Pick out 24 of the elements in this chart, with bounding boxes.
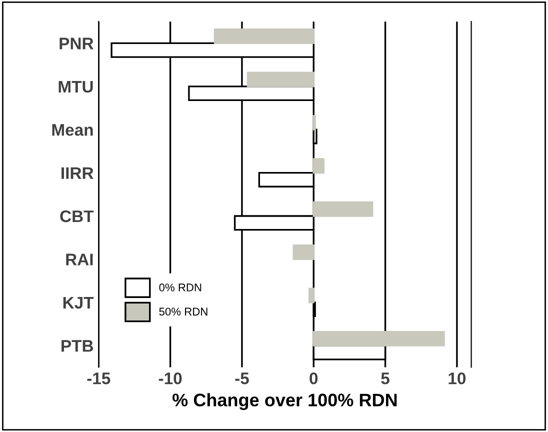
y-tick-label: IIRR: [62, 167, 94, 179]
bar: [312, 330, 445, 346]
legend-label: 0% RDN: [159, 284, 202, 292]
bar: [312, 158, 324, 174]
y-tick-label: CBT: [60, 210, 94, 222]
x-tick-label: -10: [158, 372, 182, 384]
y-tick-label: Mean: [52, 124, 93, 136]
x-tick-label: 10: [448, 372, 466, 384]
y-tick-label: PNR: [60, 38, 94, 50]
bar: [246, 72, 314, 88]
y-tick-label: PTB: [62, 340, 94, 352]
x-tick-label: 0: [310, 372, 318, 384]
y-tick-label: KJT: [63, 296, 94, 309]
x-tick-label: -15: [87, 372, 110, 384]
bar: [214, 28, 314, 44]
x-axis-title: % Change over 100% RDN: [172, 393, 397, 410]
bar: [312, 201, 374, 217]
y-tick-label: MTU: [58, 80, 93, 93]
bar: [308, 288, 314, 304]
y-tick-label: RAI: [66, 254, 93, 266]
x-tick-label: -5: [235, 372, 249, 384]
bar: [292, 244, 314, 260]
legend-label: 50% RDN: [159, 308, 208, 316]
x-tick-label: 5: [381, 372, 390, 384]
